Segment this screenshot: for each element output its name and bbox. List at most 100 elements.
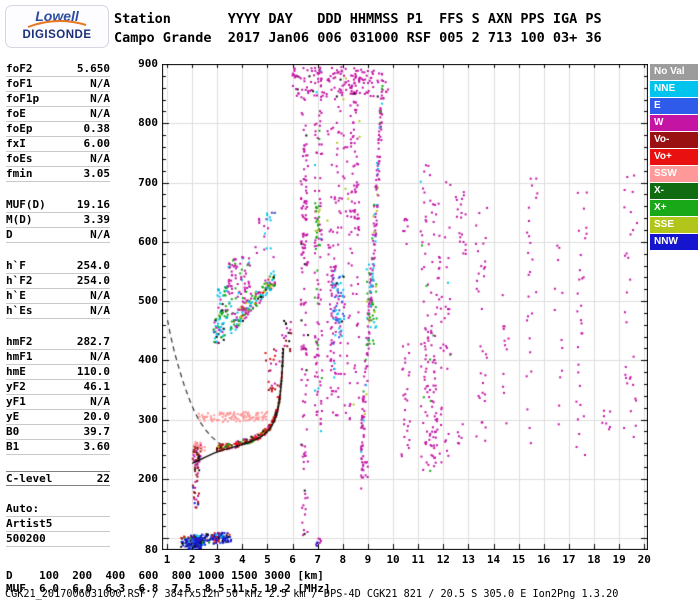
lowell-digisonde-logo: Lowell DIGISONDE [5, 5, 109, 48]
param-row-clevel: C-level 22 [6, 471, 110, 486]
y-tick-label-200: 200 [138, 471, 158, 485]
legend-item-vominus: Vo- [650, 132, 698, 148]
param-value: 39.7 [83, 425, 111, 438]
x-tick-label-9: 9 [364, 553, 372, 566]
param-row-he: h`E N/A [6, 289, 110, 304]
param-label: foF2 [6, 62, 33, 75]
param-group: MUF(D) 19.16 M(D) 3.39 D N/A [6, 198, 110, 243]
param-row-hf2: h`F2 254.0 [6, 274, 110, 289]
param-value: 3.60 [83, 440, 111, 453]
param-row-yf1: yF1 N/A [6, 395, 110, 410]
x-tick-label-1: 1 [163, 553, 171, 566]
muf-distance-table: D 100 200 400 600 800 1000 1500 3000 [km… [6, 569, 331, 595]
param-value: 254.0 [76, 274, 110, 287]
param-value: N/A [90, 228, 110, 241]
param-row-b1: B1 3.60 [6, 440, 110, 455]
param-label: h`F [6, 259, 26, 272]
param-label: h`Es [6, 304, 33, 317]
param-row-fof1p: foF1p N/A [6, 92, 110, 107]
param-value: 3.39 [83, 213, 111, 226]
param-group: foF2 5.650 foF1 N/A foF1p N/A foE N/A foEp 0.38 fx… [6, 62, 110, 182]
param-value: 110.0 [76, 365, 110, 378]
legend-item-w: W [650, 115, 698, 131]
x-tick-label-6: 6 [289, 553, 296, 566]
param-value: 20.0 [83, 410, 111, 423]
param-value: 5.650 [76, 62, 110, 75]
param-row-fxi: fxI 6.00 [6, 137, 110, 152]
param-label: fmin [6, 167, 33, 180]
param-row-foe: foE N/A [6, 107, 110, 122]
param-row-hf: h`F 254.0 [6, 259, 110, 274]
param-row-hes: h`Es N/A [6, 304, 110, 319]
legend-item-ssw: SSW [650, 166, 698, 182]
param-value: 46.1 [83, 380, 111, 393]
param-row-mufd: MUF(D) 19.16 [6, 198, 110, 213]
param-row-500200: 500200 [6, 532, 110, 547]
x-tick-label-11: 11 [411, 553, 425, 566]
y-tick-label-900: 900 [138, 57, 158, 70]
x-tick-label-16: 16 [537, 553, 551, 566]
ionogram-canvas [162, 64, 648, 550]
y-tick-label-300: 300 [138, 412, 158, 426]
param-value: 0.38 [83, 122, 111, 135]
logo-swoosh-icon [27, 20, 87, 28]
param-group: C-level 22 [6, 471, 110, 486]
x-tick-label-19: 19 [612, 553, 626, 566]
y-tick-label-400: 400 [138, 353, 158, 367]
param-label: h`F2 [6, 274, 33, 287]
param-label: 500200 [6, 532, 46, 545]
param-value: N/A [90, 395, 110, 408]
logo-lowell-text: Lowell [35, 8, 79, 24]
param-value: N/A [90, 350, 110, 363]
param-value: N/A [90, 107, 110, 120]
x-tick-label-17: 17 [562, 553, 576, 566]
header-line-1: Station YYYY DAY DDD HHMMSS P1 FFS S AXN… [114, 11, 602, 27]
legend-item-noval: No Val [650, 64, 698, 80]
param-label: yE [6, 410, 20, 423]
param-row-auto: Auto: [6, 502, 110, 517]
param-value: N/A [90, 289, 110, 302]
param-label: foE [6, 107, 26, 120]
x-tick-label-18: 18 [587, 553, 601, 566]
param-row-hmf2: hmF2 282.7 [6, 335, 110, 350]
y-tick-label-800: 800 [138, 116, 158, 130]
param-label: C-level [6, 472, 53, 485]
ionogram-plot-region: 900 800 700 600 500 400 300 200 80 1 2 3 4 5 6 7 8 9 10 11… [116, 57, 656, 575]
x-tick-label-12: 12 [436, 553, 450, 566]
param-label: h`E [6, 289, 26, 302]
param-value: 22 [96, 472, 110, 485]
param-label: Artist5 [6, 517, 53, 530]
x-tick-label-4: 4 [239, 553, 246, 566]
param-value: N/A [90, 152, 110, 165]
y-tick-label-80: 80 [144, 543, 158, 556]
param-row-artist5: Artist5 [6, 517, 110, 532]
legend-item-xminus: X- [650, 183, 698, 199]
param-group: Auto: Artist5 500200 [6, 502, 110, 547]
param-row-d: D N/A [6, 228, 110, 243]
param-label: hmF1 [6, 350, 33, 363]
x-tick-label-2: 2 [188, 553, 196, 566]
legend-item-e: E [650, 98, 698, 114]
x-tick-label-3: 3 [213, 553, 221, 566]
y-tick-label-500: 500 [138, 294, 158, 308]
param-row-hme: hmE 110.0 [6, 365, 110, 380]
param-value: 19.16 [76, 198, 110, 211]
legend-item-sse: SSE [650, 217, 698, 233]
x-tick-label-8: 8 [339, 553, 347, 566]
param-label: B0 [6, 425, 20, 438]
param-value: 3.05 [83, 167, 111, 180]
param-value: 254.0 [76, 259, 110, 272]
header-line-2: Campo Grande 2017 Jan06 006 031000 RSF 0… [114, 30, 602, 46]
legend-item-voplus: Vo+ [650, 149, 698, 165]
legend-item-nne: NNE [650, 81, 698, 97]
param-label: foF1 [6, 77, 33, 90]
param-row-foep: foEp 0.38 [6, 122, 110, 137]
legend-item-xplus: X+ [650, 200, 698, 216]
x-tick-label-15: 15 [512, 553, 526, 566]
param-row-yf2: yF2 46.1 [6, 380, 110, 395]
param-label: D [6, 228, 13, 241]
echo-direction-legend: No Val NNE E W Vo- Vo+ SSW X- X+ SSE NNW [650, 64, 698, 251]
param-label: foEp [6, 122, 33, 135]
param-label: hmE [6, 365, 26, 378]
